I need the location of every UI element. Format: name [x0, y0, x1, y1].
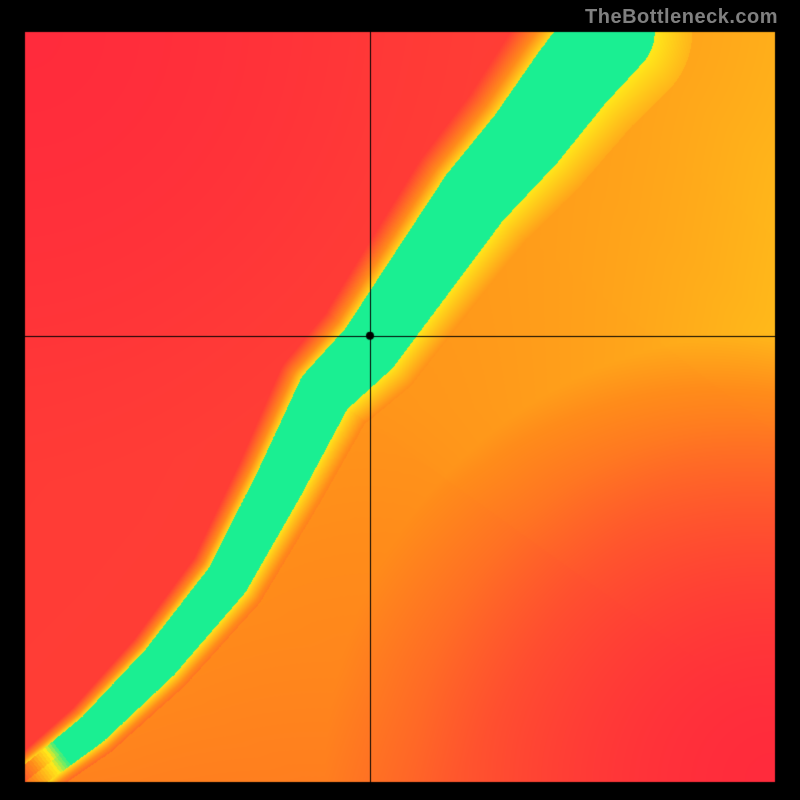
chart-container: TheBottleneck.com — [0, 0, 800, 800]
watermark-text: TheBottleneck.com — [585, 6, 778, 29]
bottleneck-heatmap — [0, 0, 800, 800]
